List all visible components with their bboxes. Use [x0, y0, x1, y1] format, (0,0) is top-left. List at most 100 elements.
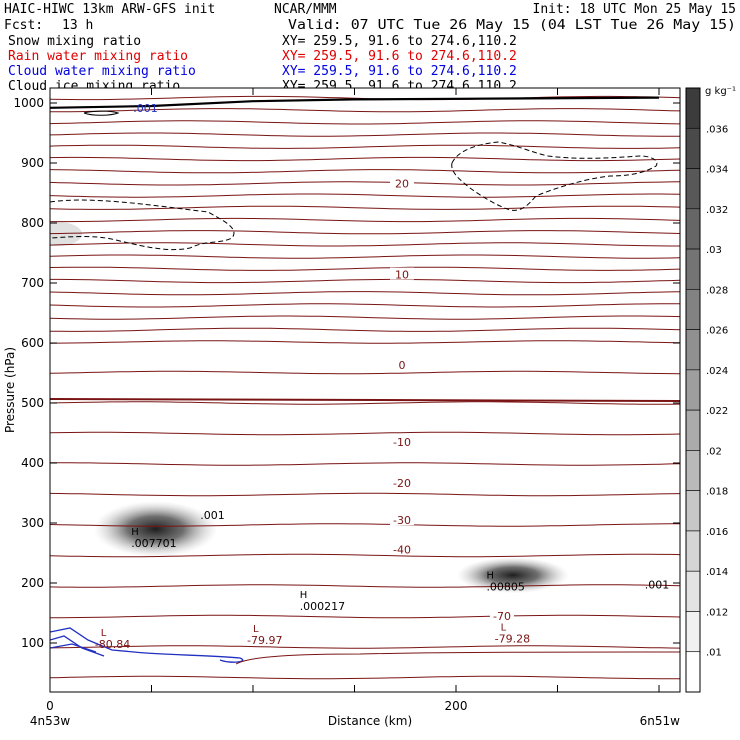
snow-fringe — [50, 222, 82, 246]
y-axis-label: Pressure (hPa) — [3, 347, 17, 433]
colorbar-label: .034 — [706, 165, 728, 176]
y-tick-label: 1000 — [13, 96, 44, 110]
field-name: Snow mixing ratio — [8, 34, 141, 49]
colorbar-label: .03 — [706, 245, 722, 256]
cloud-water-contour — [50, 643, 97, 653]
isotherm-line — [50, 401, 680, 405]
isotherm-line — [50, 266, 680, 271]
isotherm-line — [50, 462, 680, 466]
isotherm-line — [50, 193, 680, 198]
snow-shading — [50, 222, 569, 594]
isotherm-label: -70 — [493, 610, 511, 623]
field-legend: Snow mixing ratio XY= 259.5, 91.6 to 274.… — [8, 34, 517, 94]
y-tick-label: 200 — [21, 576, 44, 590]
isotherm-line — [50, 217, 680, 223]
snow-maximum — [456, 557, 569, 594]
colorbar-label: .016 — [706, 527, 728, 538]
contour-label: .001 — [645, 578, 670, 591]
contour-label: .001 — [133, 102, 158, 115]
fcst-value: 13 h — [62, 18, 93, 33]
colorbar-label: .012 — [706, 607, 728, 618]
rain-contour — [235, 651, 680, 665]
isotherm-line — [50, 614, 680, 619]
colorbar-label: .036 — [706, 124, 728, 135]
isotherm-line — [50, 242, 680, 247]
isotherm-line — [50, 431, 680, 436]
isotherm-label: -40 — [393, 543, 411, 556]
colorbar-label: .01 — [706, 648, 722, 659]
y-tick-label: 300 — [21, 516, 44, 530]
extremum-value: .000217 — [300, 600, 346, 613]
isotherm-label: -20 — [393, 477, 411, 490]
isotherm-line — [50, 132, 680, 137]
isotherm-line — [50, 169, 680, 174]
field-xy: XY= 259.5, 91.6 to 274.6,110.2 — [282, 64, 517, 79]
contour-labels: -70-40-30-20-1001020L-80.84L-79.97L-79.2… — [95, 102, 670, 651]
isotherm-line — [50, 315, 680, 320]
colorbar-segment — [685, 570, 701, 612]
x-start-location: 4n53w — [30, 714, 71, 728]
mixing-ratio-contours — [50, 110, 680, 665]
colorbar-label: .032 — [706, 205, 728, 216]
plot-area: -70-40-30-20-1001020L-80.84L-79.97L-79.2… — [13, 87, 681, 713]
colorbar-label: .022 — [706, 406, 728, 417]
isotherm-label: 10 — [395, 269, 409, 282]
organization: NCAR/MMM — [274, 2, 337, 17]
colorbar-segment — [685, 490, 701, 532]
colorbar-segment — [685, 168, 701, 210]
isotherm-line — [50, 254, 680, 259]
y-tick-label: 900 — [21, 156, 44, 170]
colorbar-label: .014 — [706, 567, 728, 578]
isotherm-line — [50, 327, 680, 332]
colorbar-segment — [685, 248, 701, 290]
field-name: Cloud water mixing ratio — [8, 64, 196, 79]
colorbar-label: .024 — [706, 366, 728, 377]
isotherm-line — [50, 370, 680, 375]
colorbar-segment — [685, 409, 701, 451]
colorbar-label: .026 — [706, 326, 728, 337]
extremum-value: -80.84 — [95, 638, 130, 651]
cloud-water-contour — [50, 627, 244, 663]
colorbar-segment — [685, 369, 701, 411]
isotherm-line — [50, 584, 680, 588]
isotherm-line — [50, 291, 680, 296]
isotherm-line — [50, 108, 680, 113]
extremum-type: L — [101, 628, 107, 639]
snow-contour — [451, 141, 658, 211]
isotherm-label: 0 — [399, 359, 406, 372]
colorbar-segment — [685, 611, 701, 653]
colorbar-segment — [685, 289, 701, 330]
terrain-surface — [50, 96, 660, 109]
y-tick-label: 400 — [21, 456, 44, 470]
colorbar-segment — [685, 127, 701, 169]
y-tick-label: 800 — [21, 216, 44, 230]
isotherm-line — [50, 205, 680, 210]
extremum-type: L — [501, 623, 507, 634]
isotherm-zero — [50, 397, 680, 402]
colorbar-label: .02 — [706, 446, 722, 457]
cloud-water-contour — [50, 635, 105, 657]
y-tick-label: 600 — [21, 336, 44, 350]
x-tick-label: 200 — [445, 699, 468, 713]
isotherm-line — [50, 181, 680, 186]
isotherm-lines — [50, 95, 680, 680]
isotherm-line — [50, 120, 680, 125]
field-xy: XY= 259.5, 91.6 to 274.6,110.2 — [282, 34, 517, 49]
isotherm-line — [50, 553, 680, 558]
axis-titles: Distance (km) Pressure (hPa) 4n53w 6n51w — [3, 347, 680, 728]
snow-maximum — [93, 501, 218, 557]
plot-frame — [49, 87, 681, 693]
colorbar-segment — [685, 208, 701, 250]
extremum-type: H — [486, 570, 494, 581]
colorbar-unit: g kg⁻¹ — [705, 86, 736, 97]
y-tick-label: 100 — [21, 636, 44, 650]
colorbar-label: .018 — [706, 487, 728, 498]
plot-background — [50, 88, 680, 692]
colorbar-label: .028 — [706, 285, 728, 296]
colorbar-segment — [685, 450, 701, 491]
extremum-value: .007701 — [131, 537, 177, 550]
isotherm-line — [50, 645, 680, 649]
extremum-value: -79.97 — [247, 634, 282, 647]
